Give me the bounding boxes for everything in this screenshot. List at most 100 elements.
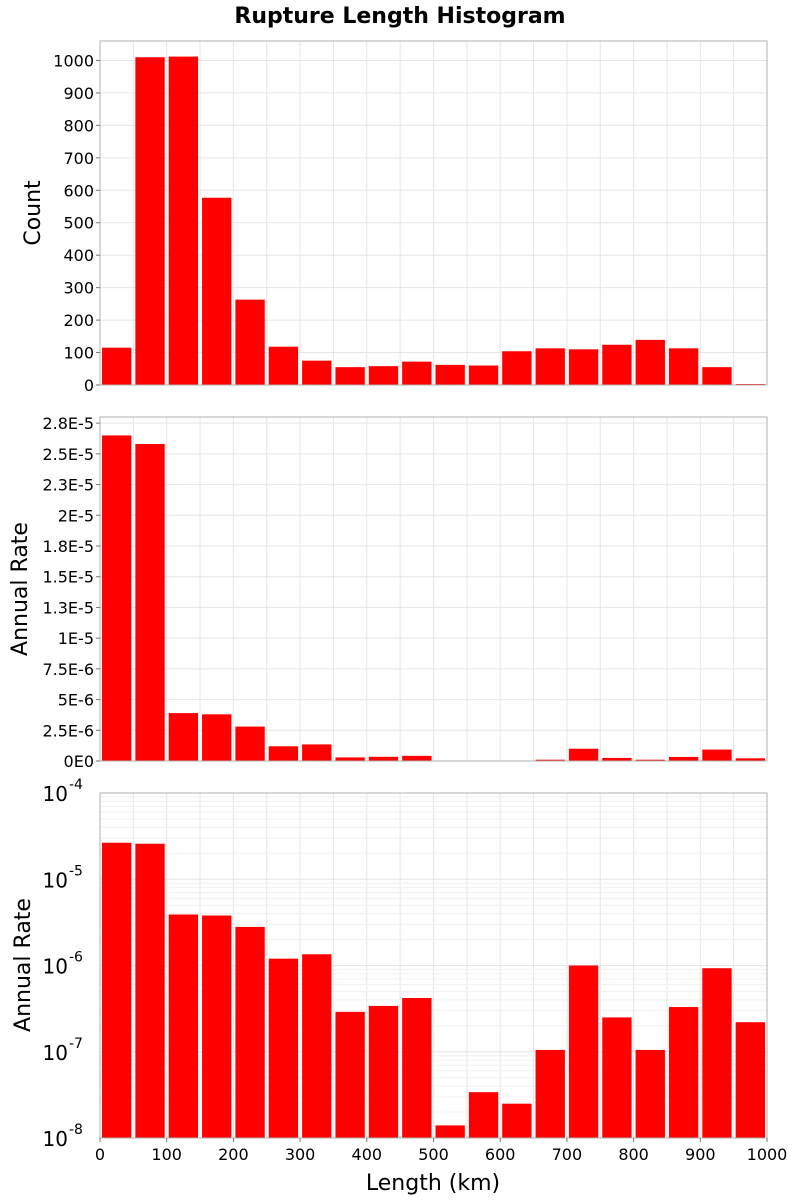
y-tick-label: 1000 <box>53 51 94 70</box>
bar-75km <box>135 444 165 761</box>
bar-25km <box>102 435 132 761</box>
y-tick-label: 1E-5 <box>58 629 94 648</box>
x-ticks: 0 100 200 300 400 500 600 700 800 900 1000 <box>95 1138 787 1164</box>
bar-575km <box>468 1092 499 1138</box>
y-tick-label: 10 <box>43 782 68 806</box>
bar-875km <box>668 348 699 385</box>
y-tick-exponent: -5 <box>69 863 83 879</box>
x-tick-label: 200 <box>218 1145 249 1164</box>
bar-675km <box>535 348 565 385</box>
y-tick-label: 10 <box>43 1127 68 1151</box>
y-tick-label: 10 <box>43 868 68 892</box>
bar-875km <box>668 756 699 761</box>
bar-25km <box>102 842 132 1138</box>
panel-2-grid <box>99 793 768 1139</box>
bar-175km <box>202 915 232 1138</box>
y-tick-label: 100 <box>63 344 94 363</box>
bar-475km <box>402 997 432 1138</box>
x-tick-label: 300 <box>285 1145 316 1164</box>
y-tick-label: 600 <box>63 181 94 200</box>
bar-275km <box>268 346 299 385</box>
bar-975km <box>735 1022 765 1138</box>
y-tick-exponent: -7 <box>69 1036 83 1052</box>
y-tick-label: 7.5E-6 <box>42 660 94 679</box>
x-tick-label: 500 <box>418 1145 449 1164</box>
y-tick-label: 700 <box>63 149 94 168</box>
x-tick-label: 900 <box>685 1145 716 1164</box>
bar-775km <box>602 1017 632 1138</box>
y-tick-label: 1.3E-5 <box>42 598 94 617</box>
y-tick-label: 2.3E-5 <box>42 476 94 495</box>
y-tick-label: 2E-5 <box>58 506 94 525</box>
x-tick-label: 0 <box>95 1145 105 1164</box>
bar-125km <box>168 713 199 761</box>
count-panel: Count 0 100 200 300 400 500 600 700 800 900 1000 <box>21 40 768 395</box>
x-tick-label: 700 <box>552 1145 583 1164</box>
bar-775km <box>602 344 632 385</box>
bar-775km <box>602 757 632 761</box>
panel-0-frame <box>99 40 768 386</box>
x-tick-label: 600 <box>485 1145 516 1164</box>
y-tick-label: 2.5E-5 <box>42 445 94 464</box>
bar-625km <box>502 1103 532 1138</box>
bar-225km <box>235 926 265 1138</box>
y-tick-label: 2.8E-5 <box>42 414 94 433</box>
panel-0-y-ticks: 0 100 200 300 400 500 600 700 800 900 1000 <box>53 51 100 395</box>
bar-825km <box>635 339 665 385</box>
y-tick-label: 2.5E-6 <box>42 721 94 740</box>
bar-825km <box>635 1049 665 1138</box>
bar-725km <box>568 965 599 1138</box>
y-tick-exponent: -4 <box>69 777 83 793</box>
x-tick-label: 800 <box>618 1145 649 1164</box>
panel-0-ylabel: Count <box>21 180 46 246</box>
bar-975km <box>735 758 765 761</box>
x-tick-label: 1000 <box>747 1145 788 1164</box>
y-tick-label: 900 <box>63 84 94 103</box>
panel-0-grid <box>99 41 768 386</box>
chart-title: Rupture Length Histogram <box>234 4 565 29</box>
panel-2-y-ticks: 10-810-710-610-510-4 <box>43 777 84 1151</box>
y-tick-label: 500 <box>63 214 94 233</box>
bar-375km <box>335 367 365 385</box>
bar-375km <box>335 757 365 761</box>
bar-925km <box>702 367 732 385</box>
bar-925km <box>702 749 732 761</box>
bar-925km <box>702 968 732 1138</box>
bar-225km <box>235 726 265 761</box>
bar-875km <box>668 1007 699 1138</box>
y-tick-label: 5E-6 <box>58 691 94 710</box>
bar-625km <box>502 351 532 385</box>
bar-525km <box>435 364 465 385</box>
panel-1-frame <box>99 416 768 762</box>
x-tick-label: 400 <box>352 1145 383 1164</box>
bar-825km <box>635 759 665 761</box>
x-tick-label: 100 <box>151 1145 182 1164</box>
panel-1-y-ticks: 0E0 2.5E-6 5E-6 7.5E-6 1E-5 1.3E-5 1.5E-5 1.8E-… <box>42 414 100 771</box>
y-tick-label: 10 <box>43 1041 68 1065</box>
y-tick-label: 0 <box>84 376 94 395</box>
bar-575km <box>468 365 499 385</box>
bar-75km <box>135 57 165 386</box>
bar-275km <box>268 958 299 1138</box>
panel-1-bars <box>102 435 765 761</box>
bar-675km <box>535 1049 565 1138</box>
bar-525km <box>435 1125 465 1138</box>
x-axis-label: Length (km) <box>366 1171 500 1196</box>
y-tick-label: 400 <box>63 246 94 265</box>
panel-1-grid <box>99 417 768 762</box>
bar-425km <box>368 756 399 761</box>
bar-325km <box>302 954 332 1138</box>
y-tick-exponent: -6 <box>69 950 83 966</box>
bar-725km <box>568 748 599 761</box>
bar-475km <box>402 361 432 385</box>
panel-0-bars <box>102 56 765 386</box>
y-tick-label: 0E0 <box>64 752 94 771</box>
y-tick-label: 1.8E-5 <box>42 537 94 556</box>
annual-rate-linear-panel: Annual Rate 0E0 2.5E-6 5E-6 7.5E-6 1E-5 1.3E-… <box>8 414 768 771</box>
bar-425km <box>368 366 399 385</box>
bar-25km <box>102 347 132 385</box>
bar-175km <box>202 714 232 761</box>
bar-275km <box>268 746 299 761</box>
panel-1-ylabel: Annual Rate <box>8 522 33 656</box>
bar-325km <box>302 360 332 385</box>
